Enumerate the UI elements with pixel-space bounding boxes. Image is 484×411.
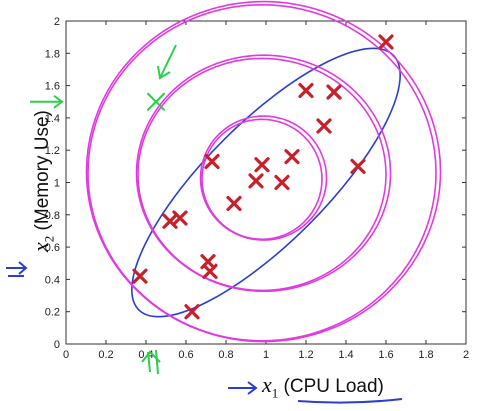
outer-contour bbox=[85, 0, 442, 343]
x-mark-stroke bbox=[172, 210, 188, 226]
y-tick-label: 1.8 bbox=[45, 48, 60, 60]
x-tick-label: 1 bbox=[263, 349, 269, 361]
x-tick-label: 0.4 bbox=[138, 349, 153, 361]
hand-annotations bbox=[6, 44, 403, 404]
x-mark-stroke bbox=[226, 195, 242, 212]
data-point bbox=[284, 149, 300, 165]
data-point bbox=[184, 304, 200, 320]
data-point bbox=[204, 153, 220, 170]
x-mark-stroke bbox=[298, 82, 314, 99]
x-tick-label: 0 bbox=[63, 349, 69, 361]
y-tick-label: 1 bbox=[54, 178, 60, 190]
y-axis-label: x2 (Memory Use) bbox=[28, 110, 57, 252]
x-mark-stroke bbox=[284, 149, 300, 165]
tilted-contour bbox=[131, 47, 401, 318]
x-tick-label: 0.2 bbox=[98, 349, 113, 361]
x-mark-stroke bbox=[254, 157, 270, 173]
data-point bbox=[248, 173, 264, 189]
x-tick-label: 0.6 bbox=[178, 349, 193, 361]
x-mark-stroke bbox=[248, 173, 264, 189]
y-tick-label: 1.4 bbox=[45, 113, 60, 125]
data-point bbox=[274, 174, 290, 191]
data-point bbox=[202, 263, 218, 279]
y-tick-label: 2 bbox=[54, 16, 60, 28]
contour-layer bbox=[85, 0, 442, 343]
x-mark-stroke bbox=[202, 263, 218, 279]
x-mark-stroke bbox=[184, 304, 200, 320]
x-mark-stroke bbox=[378, 34, 394, 50]
x-label-arrow bbox=[228, 381, 258, 395]
data-point bbox=[316, 118, 332, 134]
y-value-arrow bbox=[30, 94, 64, 109]
y-tick-label: 1.2 bbox=[45, 145, 60, 157]
inner-contour bbox=[199, 115, 328, 241]
middle-contour bbox=[135, 54, 392, 293]
y-tick-label: 0 bbox=[54, 339, 60, 351]
x-mark-stroke bbox=[132, 268, 148, 284]
data-point bbox=[378, 34, 394, 50]
x-tick-label: 0.8 bbox=[218, 349, 233, 361]
x-tick-label: 1.4 bbox=[338, 349, 353, 361]
x-tick-label: 2 bbox=[463, 349, 469, 361]
data-point bbox=[172, 210, 188, 226]
x-tick-label: 1.6 bbox=[378, 349, 393, 361]
plot-axes: 0 0.2 0.4 0.6 0.8 1 1.2 1.4 1.6 1.8 2 0 0.2 0.4 0.6 0.8… bbox=[45, 16, 469, 361]
x-value-arrow bbox=[141, 349, 161, 375]
data-points bbox=[132, 34, 394, 320]
x-mark-stroke bbox=[147, 92, 165, 111]
x-mark-stroke bbox=[204, 153, 220, 170]
anomaly-point bbox=[147, 92, 165, 111]
y-tick-label: 0.2 bbox=[45, 307, 60, 319]
y-tick-label: 0.4 bbox=[45, 274, 60, 286]
y-axis-label-text: (Memory Use) bbox=[32, 110, 53, 231]
x-label-underline bbox=[297, 398, 403, 404]
x-mark-stroke bbox=[274, 174, 290, 191]
data-point bbox=[254, 157, 270, 173]
anomaly-arrow bbox=[157, 44, 177, 80]
data-point bbox=[298, 82, 314, 99]
x-tick-label: 1.2 bbox=[298, 349, 313, 361]
x-axis-label-text: (CPU Load) bbox=[283, 376, 384, 397]
x-mark-stroke bbox=[326, 84, 342, 100]
y-label-arrow bbox=[6, 261, 28, 277]
data-point bbox=[350, 158, 366, 174]
y-tick-label: 0.6 bbox=[45, 242, 60, 254]
x-tick-label: 1.8 bbox=[418, 349, 433, 361]
data-point bbox=[132, 268, 148, 284]
x-mark-stroke bbox=[162, 213, 178, 229]
x-mark-stroke bbox=[350, 158, 366, 174]
x-mark-stroke bbox=[316, 118, 332, 134]
x-axis-variable: x1 bbox=[262, 372, 279, 401]
data-point bbox=[326, 84, 342, 100]
y-tick-label: 0.8 bbox=[45, 210, 60, 222]
data-point bbox=[226, 195, 242, 212]
y-tick-label: 1.6 bbox=[45, 81, 60, 93]
y-axis-variable: x2 bbox=[28, 235, 57, 252]
inner-contour bbox=[201, 118, 323, 241]
x-axis-label: x1 (CPU Load) bbox=[262, 372, 384, 401]
